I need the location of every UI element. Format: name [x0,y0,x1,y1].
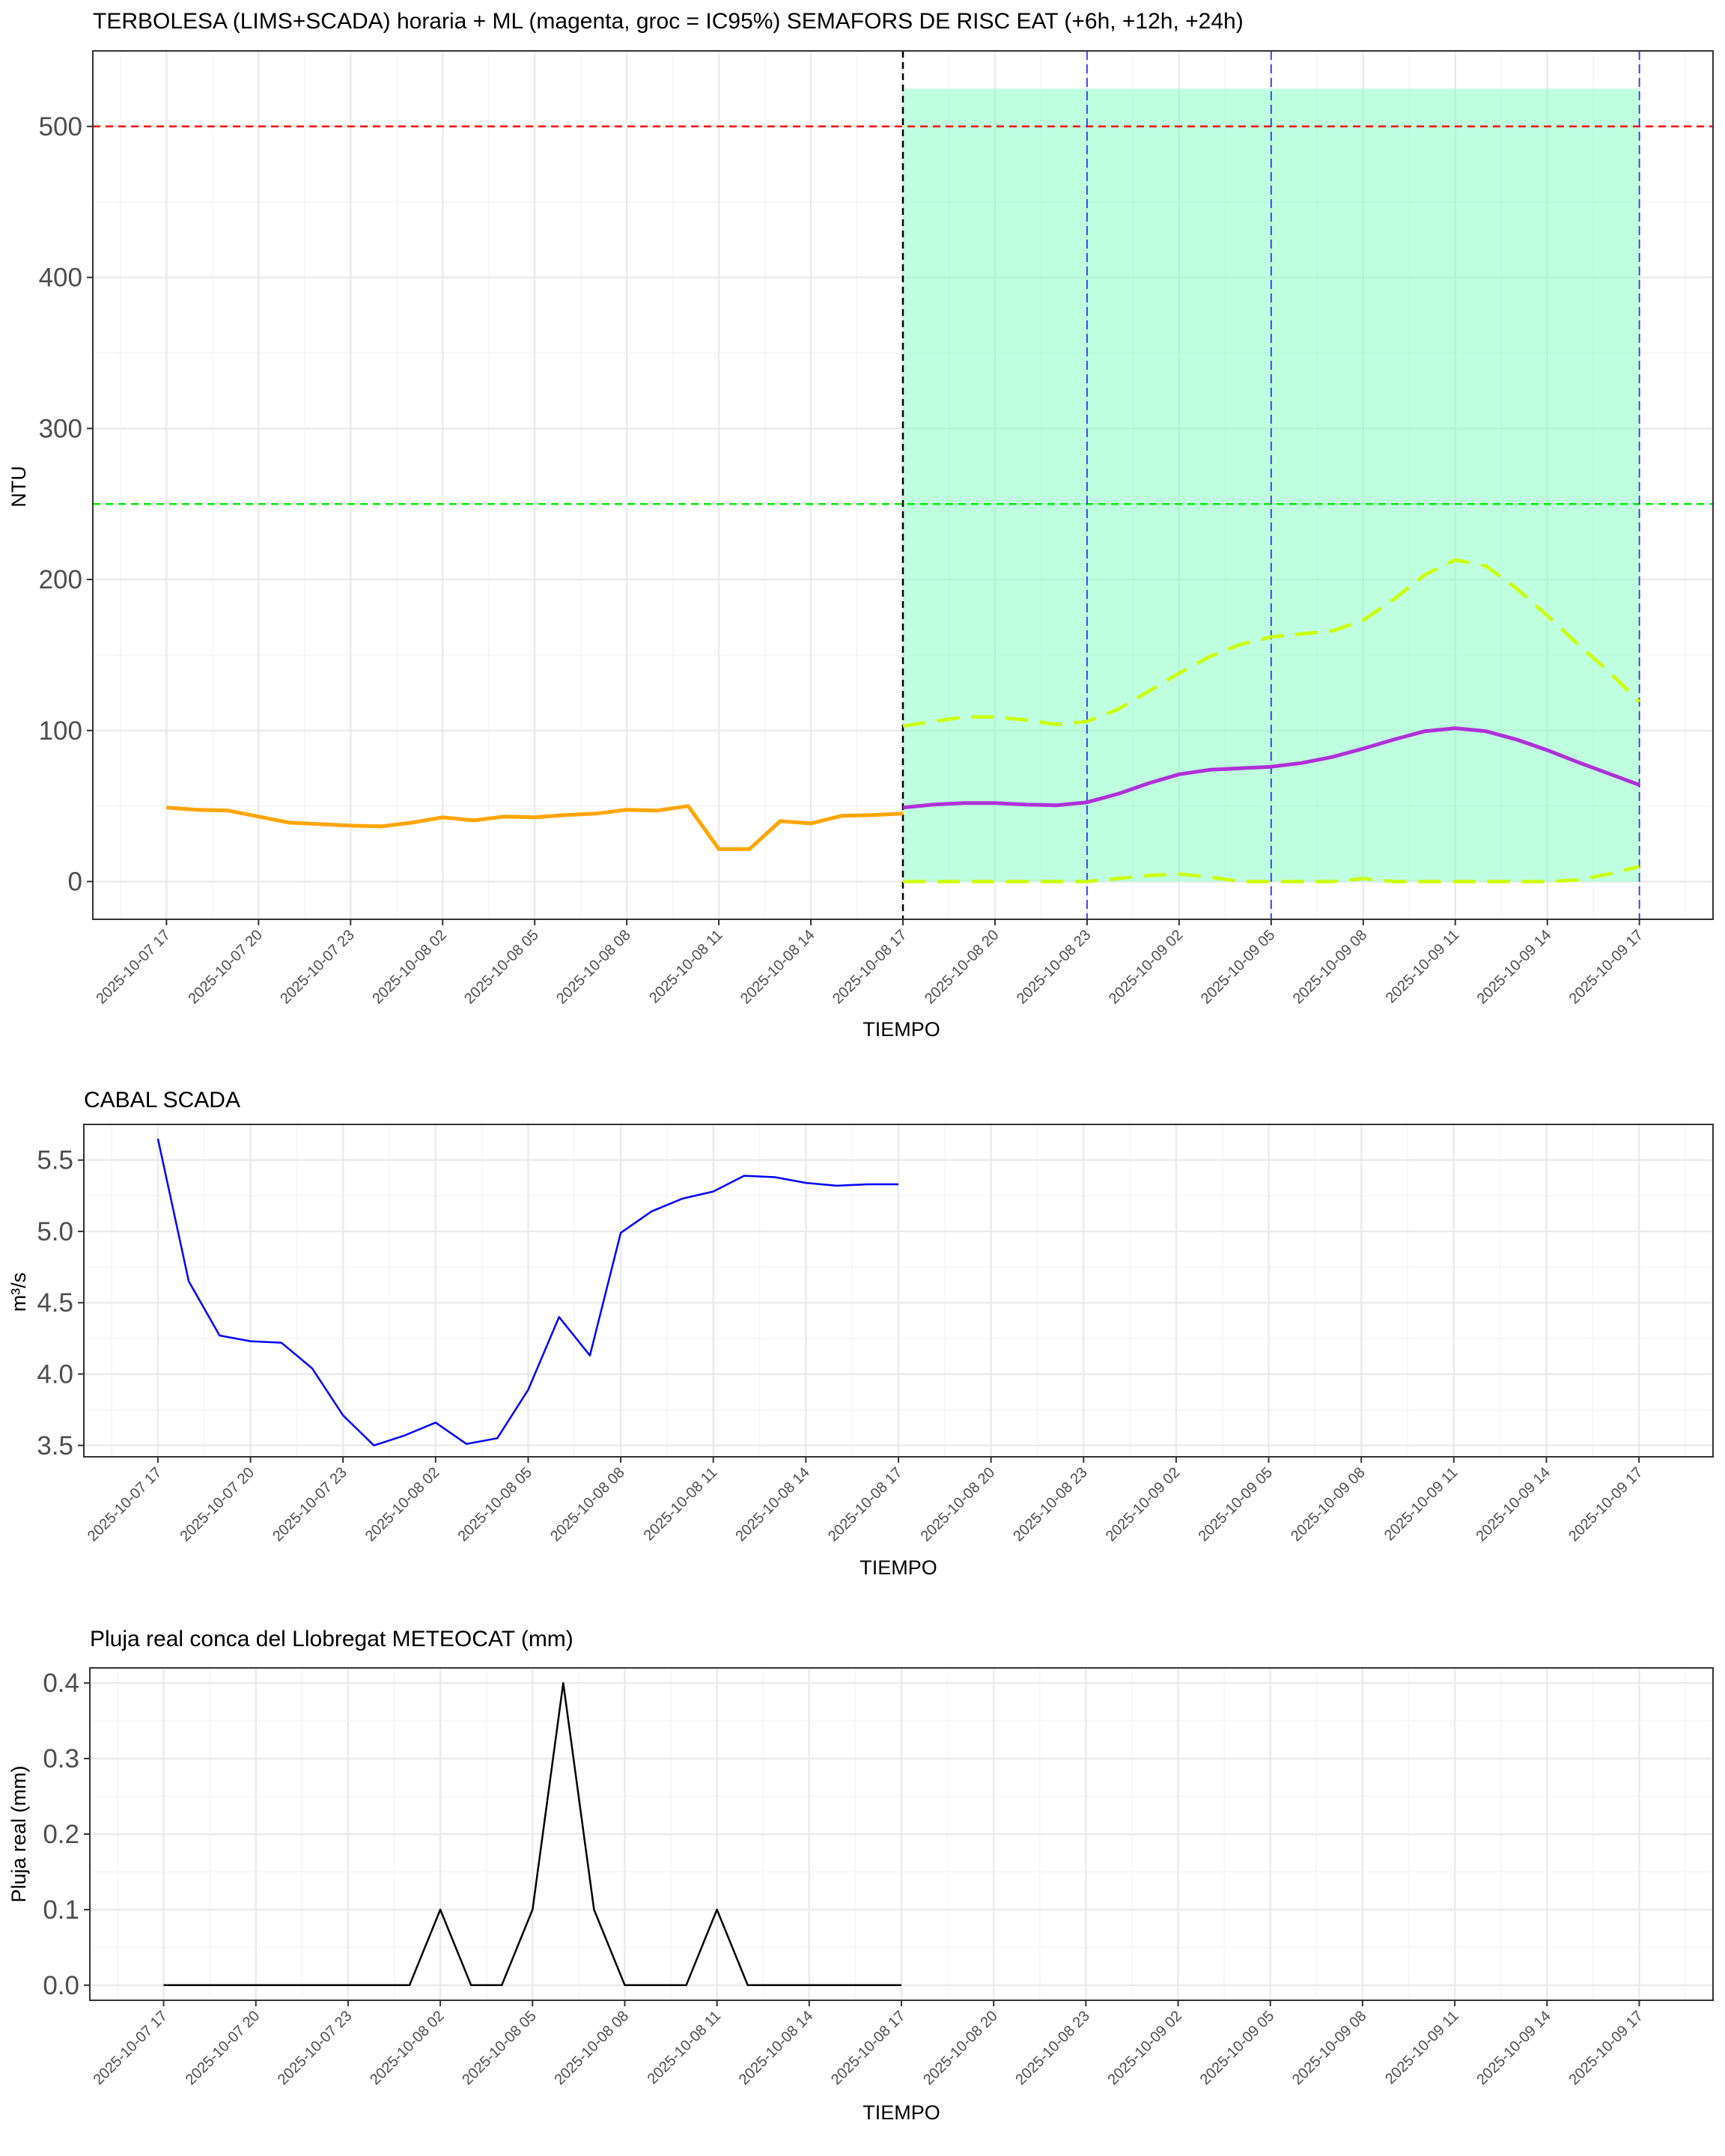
plot-marks [163,1681,901,1987]
plot-marks [156,1138,898,1447]
chart-title: CABAL SCADA [84,1088,240,1112]
y-tick-label: 0.0 [43,1971,79,2000]
y-tick-label: 0.1 [43,1895,79,1925]
y-tick-label: 200 [39,565,82,594]
y-tick-label: 400 [39,264,82,293]
plot-marks [93,51,1713,919]
flow-line [156,1138,898,1447]
y-axis-title: Pluja real (mm) [7,1765,30,1902]
ci95-upper-line [902,558,1641,728]
chart-title: Pluja real conca del Llobregat METEOCAT … [90,1627,574,1651]
y-tick-label: 4.0 [37,1359,73,1389]
observed-ntu-line [166,804,904,851]
y-tick-label: 5.5 [37,1146,73,1175]
x-axis-title: TIEMPO [862,1018,940,1041]
y-axis-title: m³/s [7,1273,30,1312]
y-tick-label: 0.2 [43,1820,79,1849]
y-tick-label: 3.5 [37,1431,73,1461]
grid [90,1668,1713,2000]
y-tick-label: 4.5 [37,1288,73,1318]
grid [84,1124,1713,1457]
y-tick-label: 100 [39,716,82,746]
y-tick-label: 500 [39,112,82,141]
y-tick-label: 0.3 [43,1744,79,1773]
y-tick-label: 5.0 [37,1217,73,1246]
chart-title: TERBOLESA (LIMS+SCADA) horaria + ML (mag… [93,9,1244,34]
rain-line [163,1681,901,1987]
y-axis: 0 100 200 300 400 500 [39,112,93,897]
y-axis-title: NTU [7,466,30,508]
y-tick-label: 0.4 [43,1669,79,1698]
ci95-lower-line [903,865,1640,883]
y-tick-label: 300 [39,414,82,443]
y-axis: 3.5 4.0 4.5 5.0 5.5 [37,1146,84,1461]
ml-prediction-line [902,726,1640,810]
x-axis-title: TIEMPO [860,1556,937,1579]
y-axis: 0.0 0.1 0.2 0.3 0.4 [43,1669,90,2000]
y-tick-label: 0 [68,868,82,897]
x-axis-title: TIEMPO [862,2101,940,2124]
